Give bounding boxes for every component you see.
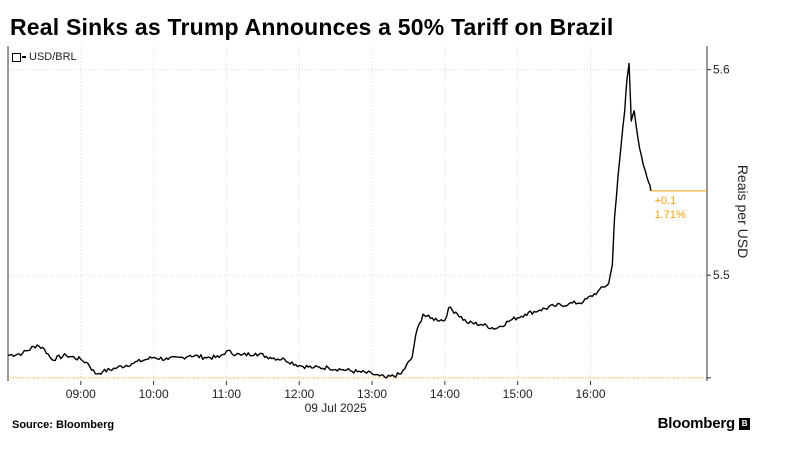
- series-line-usd-brl: [7, 62, 652, 379]
- x-tick-label: 14:00: [430, 387, 460, 401]
- legend-swatch-icon: [12, 52, 21, 62]
- x-tick-label: 10:00: [139, 387, 169, 401]
- legend[interactable]: USD/BRL: [12, 51, 77, 63]
- y-tick-label: 5.6: [713, 63, 730, 77]
- x-tick-label: 16:00: [575, 387, 605, 401]
- x-tick-label: 11:00: [212, 387, 241, 401]
- y-axis-title: Reais per USD: [735, 165, 751, 258]
- change-annotation: +0.1: [655, 195, 677, 207]
- legend-line-icon: [22, 56, 26, 58]
- source-note: Source: Bloomberg: [12, 419, 115, 431]
- brand-name: Bloomberg: [657, 415, 736, 432]
- bloomberg-terminal-icon: B: [739, 417, 750, 430]
- brand-logo: Bloomberg B: [658, 415, 750, 432]
- y-tick-label: 5.5: [713, 268, 730, 282]
- x-tick-label: 15:00: [503, 387, 533, 401]
- x-axis-date-label: 09 Jul 2025: [305, 401, 367, 415]
- legend-label: USD/BRL: [29, 51, 77, 63]
- chart-title: Real Sinks as Trump Announces a 50% Tari…: [10, 14, 614, 40]
- x-tick-label: 09:00: [66, 387, 96, 401]
- x-tick-label: 12:00: [284, 387, 314, 401]
- x-tick-label: 13:00: [357, 387, 387, 401]
- change-pct-annotation: 1.71%: [655, 209, 686, 221]
